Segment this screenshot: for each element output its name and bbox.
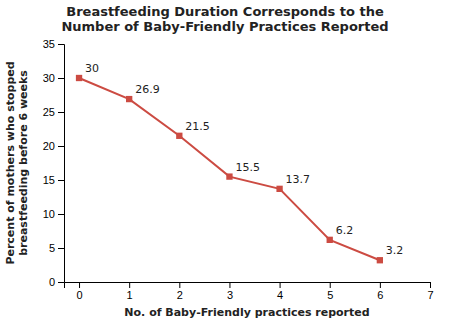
tick-label: 10 [43,208,55,220]
tick-mark [280,282,281,288]
tick-mark [229,282,230,288]
line [79,78,380,260]
tick-label: 35 [43,38,55,50]
tick-mark [58,146,64,147]
tick-mark [58,180,64,181]
tick-label: 4 [277,289,283,301]
title: Breastfeeding Duration Corresponds to th… [61,4,388,34]
tick-mark [58,78,64,79]
tick-label: 20 [43,140,55,152]
tick: 30 [43,72,64,84]
tick: 10 [43,208,64,220]
tick-label: 3 [227,289,233,301]
tick: 5 [327,282,333,301]
data-labels: 30 26.9 21.5 15.5 13.7 6.2 3.2 [85,62,403,257]
marker [327,237,333,243]
data-label: 26.9 [135,83,160,96]
tick: 1 [127,282,133,301]
tick-label: 25 [43,106,55,118]
marks [76,75,383,264]
y-axis: 0 5 10 15 20 25 30 35 [43,38,65,288]
tick-label: 7 [427,289,433,301]
tick-label: 2 [177,289,183,301]
tick-mark [179,282,180,288]
tick-label: 6 [377,289,383,301]
tick-mark [58,282,64,283]
tick-label: 5 [327,289,333,301]
chart: Breastfeeding Duration Corresponds to th… [0,0,450,322]
tick: 0 [49,276,64,288]
tick: 7 [427,282,433,301]
marker [276,186,282,192]
tick-label: 0 [49,276,55,288]
tick-mark [380,282,381,288]
data-label: 13.7 [286,173,311,186]
axis-line [58,45,65,283]
tick: 15 [43,174,64,186]
marker [226,173,232,179]
y-axis-label: Percent of mothers who stoppedbreastfeed… [4,61,30,264]
data-label: 6.2 [336,224,354,237]
tick-label: 30 [43,72,55,84]
tick-label: 5 [49,242,55,254]
x-axis: 0 1 2 3 4 5 6 7 [65,282,434,301]
tick-mark [58,112,64,113]
data-label: 21.5 [185,120,210,133]
tick-mark [129,282,130,288]
tick: 6 [377,282,383,301]
axis-line [65,283,431,289]
marker [76,75,82,81]
tick: 2 [177,282,183,301]
data-label: 3.2 [386,244,404,257]
tick: 35 [43,38,64,50]
tick-label: 0 [76,289,82,301]
marker [176,133,182,139]
data-label: 30 [85,62,99,75]
tick: 20 [43,140,64,152]
tick-mark [58,214,64,215]
tick-mark [58,44,64,45]
plot: 0 1 2 3 4 5 6 7 0 5 10 15 20 25 30 35 30 26.9 21.5 15.5 13.7… [43,38,434,301]
tick-label: 15 [43,174,55,186]
tick: 4 [277,282,283,301]
tick: 0 [76,282,82,301]
tick-label: 1 [127,289,133,301]
tick-mark [430,282,431,288]
tick-mark [79,282,80,288]
x-axis-label: No. of Baby-Friendly practices reported [124,306,369,319]
tick: 5 [49,242,64,254]
marker [377,257,383,263]
tick: 25 [43,106,64,118]
tick-mark [58,248,64,249]
marker [126,96,132,102]
data-label: 15.5 [235,161,260,174]
tick: 3 [227,282,233,301]
tick-mark [330,282,331,288]
